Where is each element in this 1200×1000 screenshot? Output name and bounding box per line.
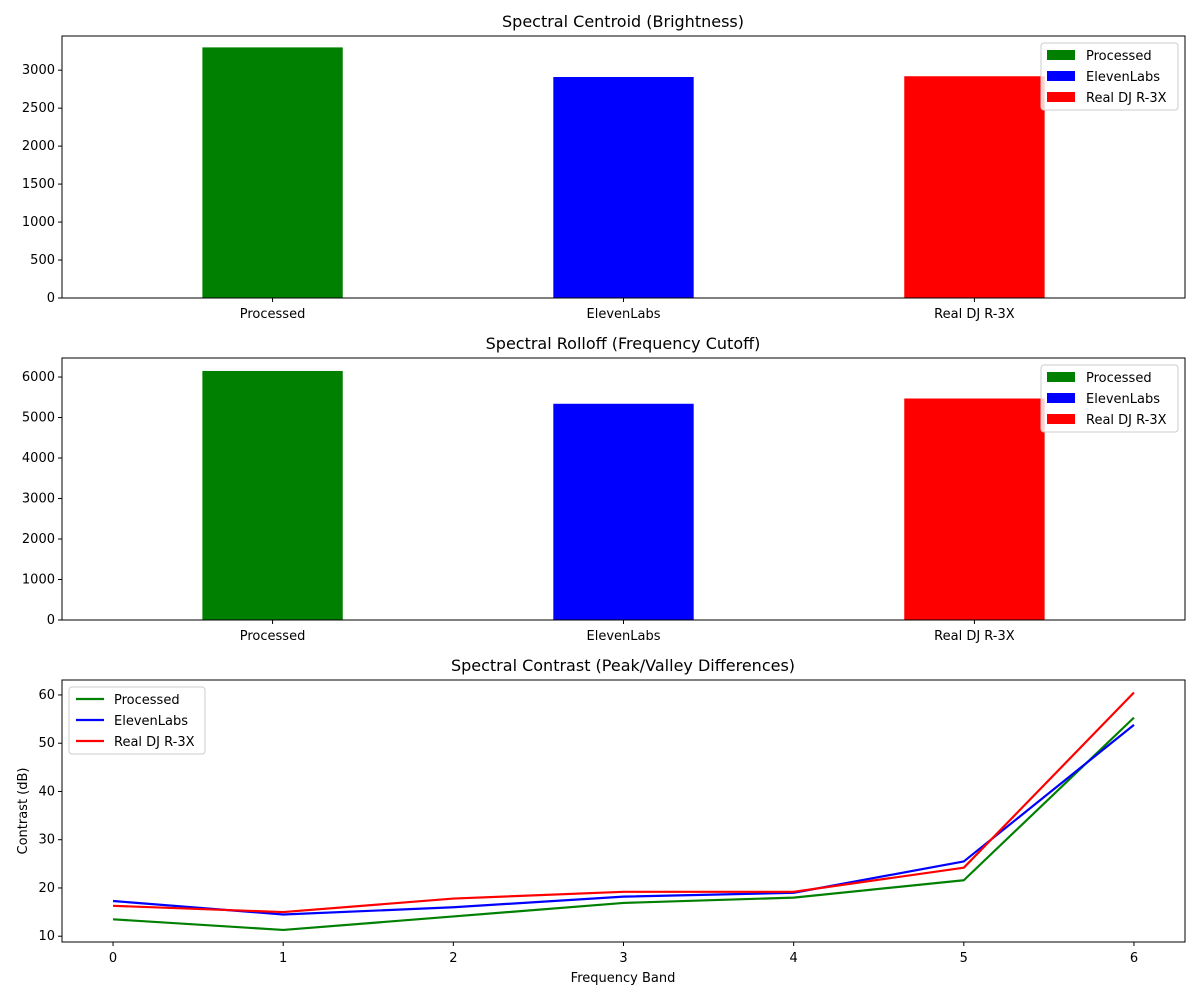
rolloff-chart: Spectral Rolloff (Frequency Cutoff) 0 100…: [22, 334, 1186, 644]
contrast-chart-marks: 10 20 30 40 50 60 0 1 2 3 4 5 6: [38, 688, 1138, 966]
contrast-chart-legend: Processed ElevenLabs Real DJ R-3X: [68, 686, 206, 755]
contrast-chart-x-tick-label: 6: [1130, 951, 1138, 966]
contrast-chart-x-tick-label: 0: [109, 951, 117, 966]
series-line-elevenlabs: [112, 724, 1135, 916]
rolloff-chart-legend-box: [1040, 364, 1179, 433]
legend-label-elevenlabs: ElevenLabs: [1086, 392, 1160, 407]
legend-label-processed: Processed: [1086, 49, 1152, 64]
legend-label-elevenlabs: ElevenLabs: [1086, 70, 1160, 85]
legend-label-real-dj-r-3x: Real DJ R-3X: [1086, 91, 1167, 106]
series-line-processed: [112, 716, 1135, 932]
legend-swatch-elevenlabs: [1047, 71, 1075, 81]
rolloff-chart-y-tick-label: 2000: [22, 532, 55, 547]
rolloff-chart-y-tick-label: 1000: [22, 573, 55, 588]
rolloff-chart-legend: Processed ElevenLabs Real DJ R-3X: [1040, 364, 1179, 433]
centroid-chart-y-tick-label: 1500: [22, 177, 55, 192]
rolloff-chart-y-tick-label: 5000: [22, 411, 55, 426]
contrast-chart-x-tick-label: 3: [619, 951, 627, 966]
x-tick-label-real-dj-r-3x: Real DJ R-3X: [934, 307, 1015, 322]
rolloff-chart-marks: 0 1000 2000 3000 4000 5000 6000 Processed Eleven…: [22, 370, 1045, 644]
legend-label-real-dj-r-3x: Real DJ R-3X: [1086, 413, 1167, 428]
contrast-chart-x-tick-label: 2: [449, 951, 457, 966]
centroid-chart-frame: [61, 35, 1186, 299]
centroid-chart-y-tick-label: 500: [30, 253, 55, 268]
contrast-chart-legend-box: [68, 686, 206, 755]
bar-real-dj-r-3x: [904, 398, 1045, 620]
bar-processed: [202, 370, 343, 620]
x-tick-label-elevenlabs: ElevenLabs: [587, 629, 661, 644]
contrast-chart-x-tick-label: 5: [960, 951, 968, 966]
rolloff-chart-frame: [61, 357, 1186, 621]
rolloff-chart-y-tick-label: 6000: [22, 370, 55, 385]
contrast-chart-title: Spectral Contrast (Peak/Valley Differenc…: [451, 656, 795, 675]
x-tick-label-elevenlabs: ElevenLabs: [587, 307, 661, 322]
centroid-chart-y-tick-label: 0: [47, 291, 55, 306]
centroid-chart-y-tick-label: 2500: [22, 101, 55, 116]
contrast-chart-y-axis-label: Contrast (dB): [16, 768, 31, 855]
legend-label-processed: Processed: [1086, 371, 1152, 386]
bar-processed: [202, 47, 343, 299]
series-line-real-dj-r-3x: [113, 691, 1135, 914]
bar-elevenlabs: [553, 77, 694, 298]
contrast-chart-x-tick-label: 1: [279, 951, 287, 966]
legend-swatch-processed: [1047, 372, 1075, 382]
legend-swatch-elevenlabs: [1047, 393, 1075, 403]
x-tick-label-real-dj-r-3x: Real DJ R-3X: [934, 629, 1015, 644]
centroid-chart: Spectral Centroid (Brightness) 0 500 1000 1…: [22, 12, 1186, 322]
legend-label-processed: Processed: [114, 693, 180, 708]
bar-elevenlabs: [553, 403, 694, 620]
centroid-chart-y-tick-label: 1000: [22, 215, 55, 230]
centroid-chart-y-tick-label: 3000: [22, 63, 55, 78]
legend-label-real-dj-r-3x: Real DJ R-3X: [114, 735, 195, 750]
centroid-chart-title: Spectral Centroid (Brightness): [502, 12, 744, 31]
legend-swatch-real-dj-r-3x: [1047, 92, 1075, 102]
rolloff-chart-y-tick-label: 0: [47, 613, 55, 628]
centroid-chart-y-tick-label: 2000: [22, 139, 55, 154]
contrast-chart-x-axis-label: Frequency Band: [571, 971, 676, 986]
legend-label-elevenlabs: ElevenLabs: [114, 714, 188, 729]
rolloff-chart-y-tick-label: 4000: [22, 451, 55, 466]
contrast-chart-x-tick-label: 4: [790, 951, 798, 966]
x-tick-label-processed: Processed: [240, 629, 306, 644]
contrast-chart-y-tick-label: 60: [38, 688, 55, 703]
contrast-chart-y-tick-label: 10: [38, 929, 55, 944]
bar-real-dj-r-3x: [904, 76, 1045, 299]
legend-swatch-processed: [1047, 50, 1075, 60]
contrast-chart: Spectral Contrast (Peak/Valley Differenc…: [16, 656, 1186, 986]
contrast-chart-frame: [61, 679, 1186, 943]
legend-swatch-real-dj-r-3x: [1047, 414, 1075, 424]
centroid-chart-legend: Processed ElevenLabs Real DJ R-3X: [1040, 42, 1179, 111]
x-tick-label-processed: Processed: [240, 307, 306, 322]
contrast-chart-y-tick-label: 30: [38, 833, 55, 848]
rolloff-chart-title: Spectral Rolloff (Frequency Cutoff): [486, 334, 761, 353]
contrast-chart-y-tick-label: 40: [38, 784, 55, 799]
contrast-chart-y-tick-label: 20: [38, 881, 55, 896]
centroid-chart-marks: 0 500 1000 1500 2000 2500 3000 Processed ElevenL…: [22, 47, 1045, 322]
rolloff-chart-y-tick-label: 3000: [22, 492, 55, 507]
centroid-chart-legend-box: [1040, 42, 1179, 111]
contrast-chart-y-tick-label: 50: [38, 736, 55, 751]
